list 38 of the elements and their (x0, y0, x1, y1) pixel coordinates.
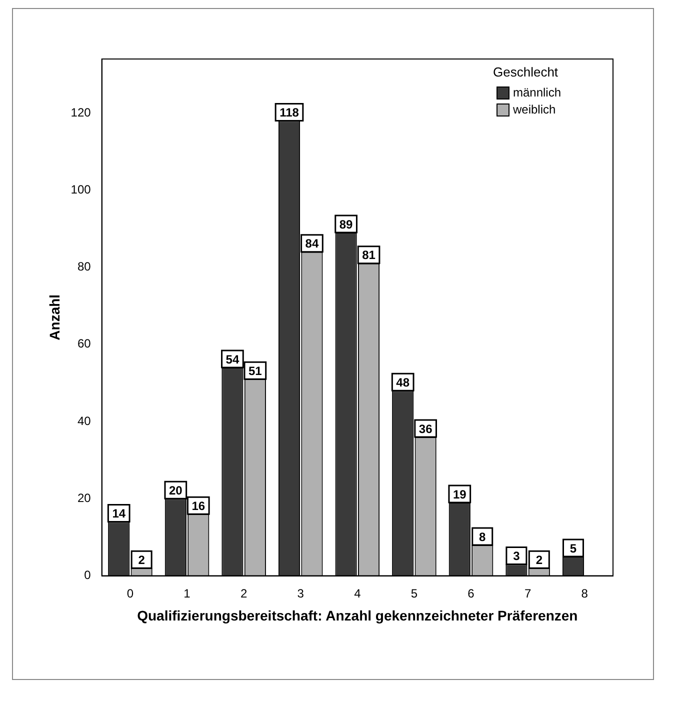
y-tick-label: 20 (77, 490, 92, 505)
x-tick-label: 3 (297, 586, 304, 600)
y-tick-label: 40 (77, 414, 92, 428)
data-label: 48 (396, 375, 410, 390)
legend-label: männlich (513, 85, 562, 100)
x-tick-label: 8 (581, 586, 588, 600)
data-label: 2 (536, 552, 543, 567)
y-tick-label: 120 (70, 105, 92, 120)
y-tick-label: 0 (84, 568, 92, 582)
data-label: 54 (226, 352, 240, 366)
data-label: 20 (168, 483, 183, 498)
x-tick-label: 6 (468, 586, 475, 600)
data-label: 81 (362, 248, 376, 262)
x-tick-label: 2 (240, 586, 248, 600)
data-label: 5 (570, 541, 577, 556)
data-label: 3 (513, 549, 520, 564)
data-label: 36 (418, 422, 433, 436)
data-label: 16 (192, 498, 206, 513)
x-tick-label: 5 (410, 586, 418, 600)
data-label: 89 (339, 217, 354, 232)
x-tick-label: 7 (524, 586, 532, 600)
data-label: 2 (138, 552, 146, 567)
x-tick-label: 1 (184, 586, 191, 600)
y-tick-label: 80 (77, 260, 92, 274)
y-tick-label: 60 (77, 336, 92, 351)
y-axis-title: Anzahl (46, 294, 62, 340)
legend-label: weiblich (512, 102, 556, 116)
x-tick-label: 4 (354, 586, 362, 600)
data-label: 19 (452, 487, 467, 502)
data-label: 51 (248, 364, 262, 378)
x-axis-title: Qualifizierungsbereitschaft: Anzahl gekennzeichneter Präferenzen (137, 607, 578, 624)
legend-title: Geschlecht (493, 64, 558, 80)
data-label: 14 (112, 506, 126, 521)
y-tick-label: 100 (70, 182, 92, 196)
data-label: 84 (305, 236, 319, 251)
x-tick-label: 0 (126, 586, 134, 600)
data-label: 118 (280, 106, 300, 120)
data-label: 8 (479, 530, 486, 544)
